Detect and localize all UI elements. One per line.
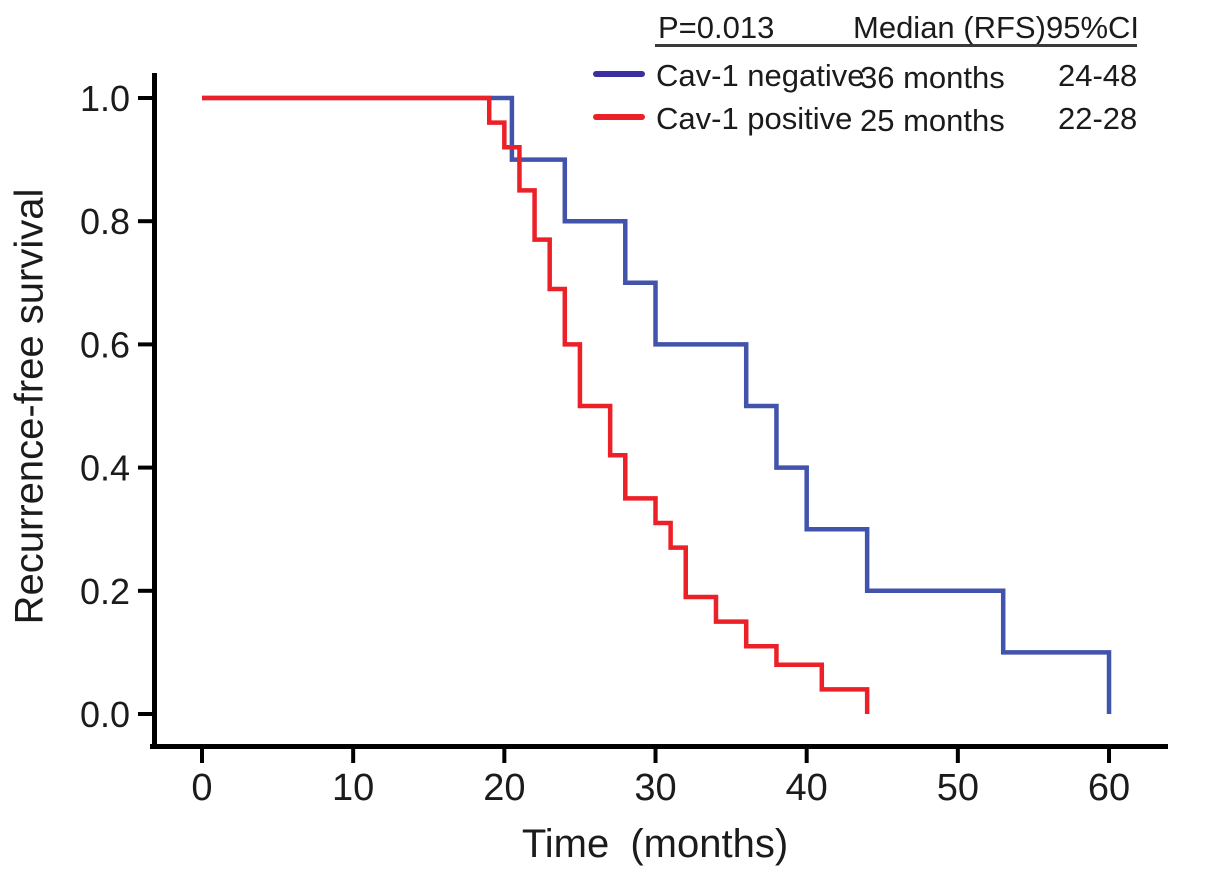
cav1-negative-line-swatch: [593, 71, 645, 77]
x-tick: [653, 749, 658, 763]
y-tick-label: 0.6: [80, 324, 130, 365]
x-axis-title: Time (months): [521, 822, 789, 866]
survival-curve-cav1-negative: [202, 95, 1112, 714]
x-tick: [804, 749, 809, 763]
y-tick-label: 0.8: [80, 201, 130, 242]
x-tick: [955, 749, 960, 763]
cav1-positive-label: Cav-1 positive: [656, 101, 853, 136]
cav1-negative-label: Cav-1 negative: [656, 58, 865, 93]
x-tick: [200, 749, 204, 763]
y-tick-label: 0.4: [80, 448, 130, 489]
y-tick: [138, 342, 152, 347]
cav1-positive-line-swatch: [593, 114, 645, 120]
y-tick: [138, 712, 152, 716]
cav1-positive-median: 25 months: [860, 103, 1005, 138]
y-tick-label: 0.2: [80, 571, 130, 612]
x-tick: [351, 749, 356, 763]
x-axis-line: [150, 744, 1168, 749]
x-tick-label: 30: [634, 767, 676, 809]
x-tick: [502, 749, 507, 763]
y-tick-label: 0.0: [80, 694, 130, 735]
y-tick: [138, 96, 152, 100]
x-tick-label: 20: [483, 767, 525, 809]
y-axis-title: Recurrence-free survival: [7, 188, 52, 625]
p-value-label: P=0.013: [658, 10, 775, 45]
y-tick: [138, 588, 152, 593]
y-tick: [138, 219, 152, 224]
cav1-negative-median: 36 months: [860, 60, 1005, 95]
x-tick: [1107, 749, 1112, 763]
legend-col-ci: 95%CI: [1046, 10, 1140, 45]
x-tick-label: 10: [332, 767, 374, 809]
survival-curve-cav1-positive: [202, 95, 870, 714]
x-tick-label: 60: [1088, 767, 1130, 809]
x-tick-label: 0: [191, 767, 212, 809]
cav1-negative-ci: 24-48: [1058, 58, 1138, 93]
y-tick: [138, 465, 152, 470]
legend-col-median: Median (RFS): [853, 10, 1046, 45]
cav1-positive-ci: 22-28: [1058, 101, 1138, 136]
x-tick-label: 40: [786, 767, 828, 809]
legend-divider: [655, 44, 1137, 47]
y-tick-label: 1.0: [80, 78, 130, 119]
y-axis-line: [152, 73, 157, 749]
x-tick-label: 50: [937, 767, 979, 809]
